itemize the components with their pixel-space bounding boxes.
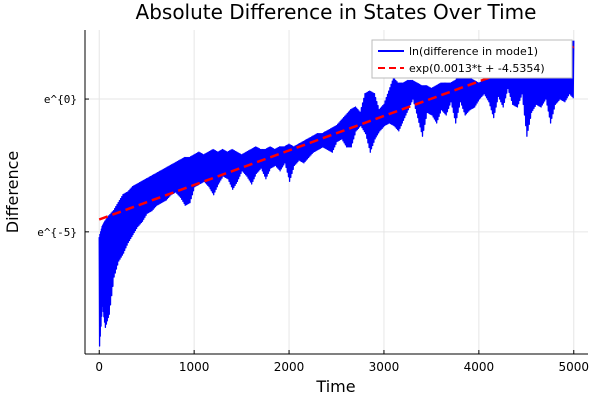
legend-label-series-2: exp(0.0013*t + -4.5354) xyxy=(409,62,545,75)
x-tick-label: 3000 xyxy=(369,360,400,374)
x-tick-label: 4000 xyxy=(464,360,495,374)
x-axis-label: Time xyxy=(315,377,355,396)
y-ticks: e^{-5} e^{0} xyxy=(37,93,89,239)
chart-title: Absolute Difference in States Over Time xyxy=(136,0,537,24)
x-tick-label: 2000 xyxy=(274,360,305,374)
plot-layer xyxy=(98,40,575,347)
legend: ln(difference in mode1) exp(0.0013*t + -… xyxy=(371,39,573,79)
y-tick-label: e^{0} xyxy=(44,93,77,106)
y-tick-label: e^{-5} xyxy=(37,226,77,239)
legend-label-series-1: ln(difference in mode1) xyxy=(409,45,538,58)
legend-box xyxy=(371,39,573,79)
y-axis-label: Difference xyxy=(3,151,22,233)
x-tick-label: 5000 xyxy=(558,360,589,374)
x-tick-label: 1000 xyxy=(179,360,210,374)
x-tick-label: 0 xyxy=(95,360,103,374)
series-1-line xyxy=(98,40,575,347)
x-ticks: 0 1000 2000 3000 4000 5000 xyxy=(95,350,589,374)
